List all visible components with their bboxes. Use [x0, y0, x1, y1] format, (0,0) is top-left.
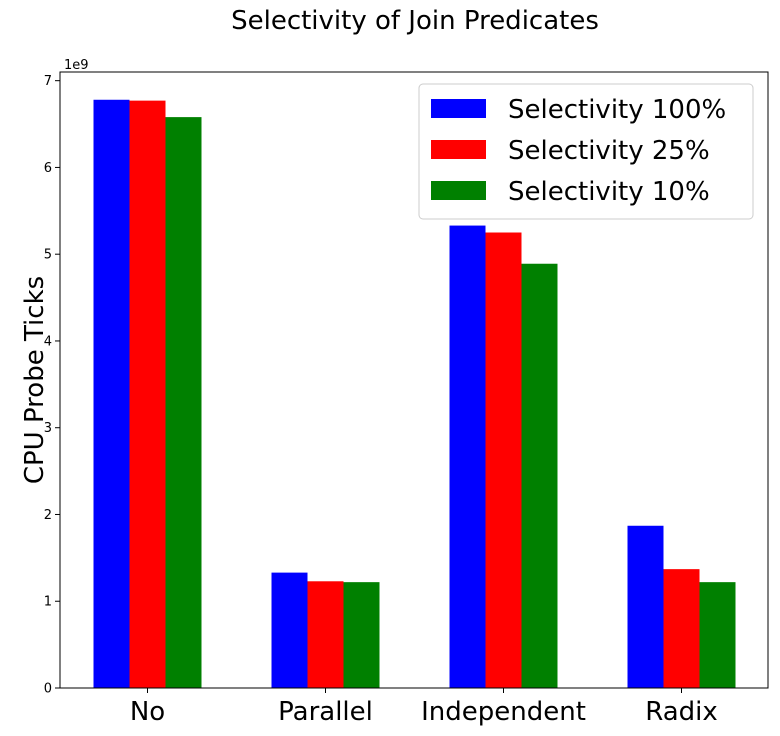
x-tick-label: Independent: [421, 697, 586, 727]
x-tick-label: Radix: [645, 697, 718, 727]
x-tick-label: No: [130, 697, 165, 727]
bar-parallel-series-1: [271, 572, 308, 688]
axes-layer: 0 1 2 3 4 5 6 7 No Parallel Independent Radix: [44, 71, 769, 727]
legend-swatch: [431, 140, 486, 159]
y-tick-label: 1: [44, 595, 52, 610]
bar-radix-series-2: [663, 569, 700, 688]
bar-parallel-series-2: [307, 581, 344, 688]
chart-title: Selectivity of Join Predicates: [231, 6, 599, 36]
bar-parallel-series-3: [343, 582, 380, 688]
bars-layer: [93, 99, 736, 689]
y-tick-label: 7: [44, 74, 52, 89]
bar-independent-series-2: [485, 232, 522, 688]
legend: Selectivity 100% Selectivity 25% Selectivi…: [418, 83, 754, 220]
legend-swatch: [431, 99, 486, 118]
legend-label: Selectivity 10%: [508, 177, 710, 207]
y-tick-label: 6: [44, 161, 52, 176]
bar-radix-series-3: [699, 582, 736, 688]
y-tick-label: 4: [44, 334, 52, 349]
y-axis-multiplier: 1e9: [64, 58, 89, 73]
bar-no-series-2: [129, 100, 166, 689]
legend-label: Selectivity 100%: [508, 95, 726, 125]
legend-box: [418, 83, 754, 220]
bar-no-series-3: [165, 117, 202, 689]
y-axis-label: CPU Probe Ticks: [20, 276, 50, 484]
y-tick-label: 3: [44, 421, 52, 436]
bar-no-series-1: [93, 99, 130, 689]
bar-radix-series-1: [627, 525, 664, 688]
legend-label: Selectivity 25%: [508, 136, 710, 166]
plot-frame: [59, 71, 769, 689]
y-tick-label: 0: [44, 682, 52, 697]
legend-swatch: [431, 181, 486, 200]
y-tick-label: 2: [44, 508, 52, 523]
bar-independent-series-1: [449, 225, 486, 688]
y-tick-label: 5: [44, 248, 52, 263]
bar-independent-series-3: [521, 263, 558, 688]
x-tick-label: Parallel: [278, 697, 373, 727]
